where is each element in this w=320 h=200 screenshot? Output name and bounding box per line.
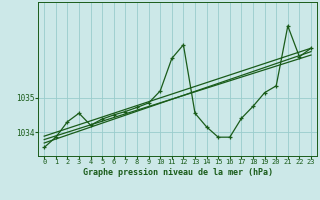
X-axis label: Graphe pression niveau de la mer (hPa): Graphe pression niveau de la mer (hPa) [83, 168, 273, 177]
